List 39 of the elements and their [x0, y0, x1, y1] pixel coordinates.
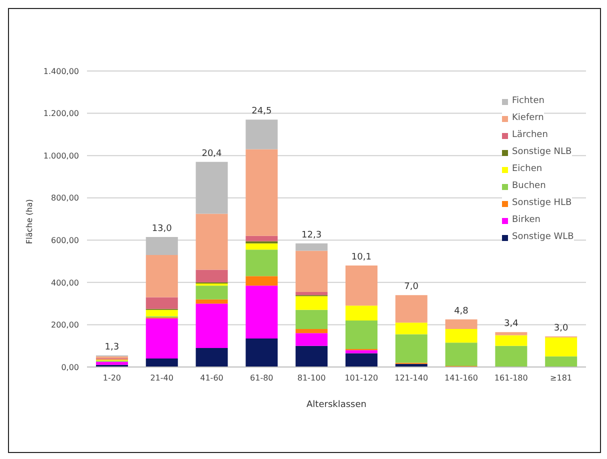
y-tick-label: 1.000,00 — [43, 151, 79, 160]
y-tick-label: 600,00 — [51, 236, 79, 245]
legend-label: Sonstige WLB — [512, 231, 574, 244]
legend-label: Sonstige NLB — [512, 146, 572, 159]
y-axis-title: Fläche (ha) — [24, 199, 34, 244]
x-tick-label: 121-140 — [394, 374, 428, 383]
x-tick-label: 1-20 — [102, 374, 122, 383]
annotation: 13,0 — [152, 224, 172, 234]
annotation: 24,5 — [252, 106, 272, 117]
legend-label: Eichen — [512, 163, 542, 176]
x-tick-label: 41-60 — [200, 374, 224, 383]
annotation: 3,0 — [554, 323, 568, 334]
x-tick-label: 61-80 — [250, 374, 274, 383]
x-tick-label: 141-160 — [444, 374, 478, 383]
annotation: 1,3 — [104, 342, 120, 352]
legend-label: Sonstige HLB — [512, 197, 572, 210]
x-tick-label: 81-100 — [297, 374, 326, 383]
y-tick-label: 200,00 — [51, 320, 79, 330]
y-tick-label: 1.400,00 — [43, 66, 79, 76]
y-tick-label: 0,00 — [61, 362, 79, 372]
legend-label: Birken — [512, 214, 541, 227]
annotation: 10,1 — [351, 252, 372, 263]
annotation: 20,4 — [202, 148, 222, 159]
legend-label: Lärchen — [512, 129, 548, 142]
legend-label: Buchen — [512, 180, 546, 193]
y-tick-label: 400,00 — [51, 278, 79, 288]
x-tick-label: 21-40 — [150, 374, 174, 383]
annotation: 12,3 — [302, 230, 322, 240]
annotation: 3,4 — [504, 319, 519, 330]
x-tick-label: ≥181 — [550, 374, 572, 383]
x-axis-title: Altersklassen — [306, 400, 366, 410]
y-tick-label: 800,00 — [51, 194, 79, 203]
annotation: 7,0 — [404, 282, 419, 292]
x-tick-label: 101-120 — [344, 374, 378, 383]
x-tick-label: 161-180 — [494, 374, 528, 383]
legend-label: Fichten — [512, 95, 544, 108]
y-tick-label: 1.200,00 — [43, 109, 79, 118]
legend-label: Kiefern — [512, 112, 544, 125]
annotation: 4,8 — [454, 306, 469, 316]
